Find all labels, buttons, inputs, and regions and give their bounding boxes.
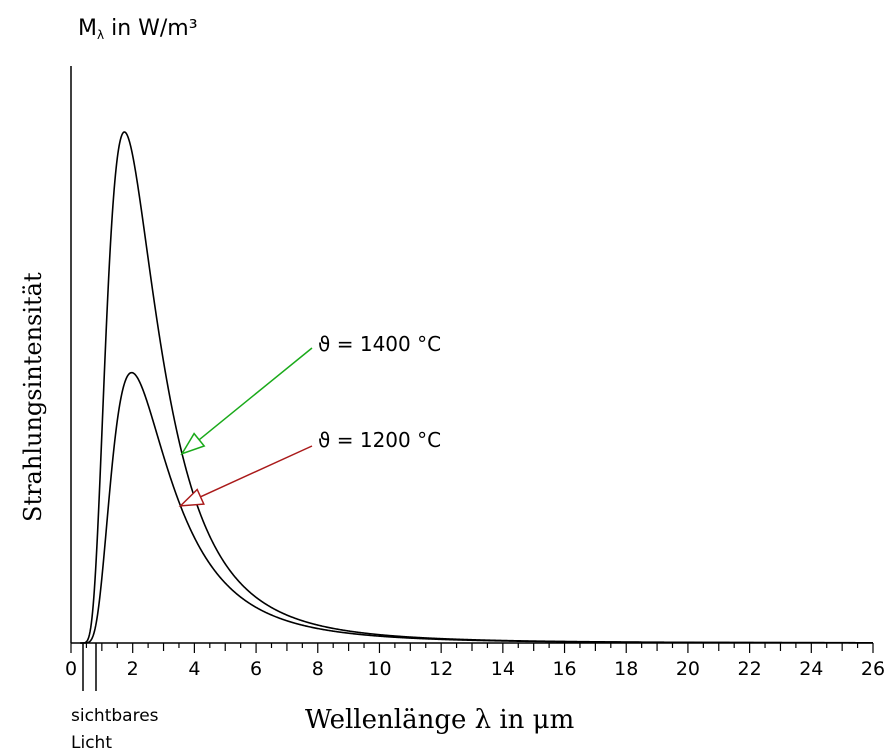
x-tick-label: 4: [188, 658, 200, 680]
annotation-arrow-shaft: [200, 445, 313, 498]
annotations: ϑ = 1400 °C ϑ = 1200 °C: [178, 332, 441, 507]
y-axis-title-top: Mλ in W/m³: [78, 16, 198, 42]
series-line: [80, 131, 873, 644]
x-tick-label: 0: [65, 658, 77, 680]
x-tick-label: 8: [312, 658, 324, 680]
annotation-arrow-head: [180, 432, 206, 456]
x-tick-label: 26: [861, 658, 885, 680]
series-label: ϑ = 1200 °C: [318, 428, 441, 452]
x-tick-label: 10: [367, 658, 391, 680]
y-axis-title-symbol: M: [78, 16, 97, 41]
y-axis-title-unit: in W/m³: [104, 16, 197, 41]
series-label: ϑ = 1400 °C: [318, 332, 441, 356]
x-tick-label: 2: [127, 658, 139, 680]
x-tick-label: 22: [738, 658, 762, 680]
y-axis-label: Strahlungsintensität: [19, 272, 47, 522]
x-tick-label: 16: [552, 658, 576, 680]
annotation-arrow-shaft: [198, 347, 313, 441]
y-axis-title-subscript: λ: [97, 28, 104, 42]
x-tick-label: 12: [429, 658, 453, 680]
annotation-arrow-head: [178, 488, 205, 507]
series-line: [80, 371, 873, 644]
visible-light-label-line2: Licht: [71, 733, 112, 751]
x-tick-label: 18: [614, 658, 638, 680]
x-tick-label: 24: [799, 658, 823, 680]
curves: [80, 131, 873, 644]
x-axis-label: Wellenlänge λ in μm: [305, 705, 574, 735]
x-tick-label: 6: [250, 658, 262, 680]
visible-light-label-line1: sichtbares: [71, 706, 159, 726]
x-tick-label: 14: [491, 658, 515, 680]
x-tick-label: 20: [676, 658, 700, 680]
x-ticks: 0 2 4 6 8 10 12 14 16 18 20 22 24 26: [65, 643, 885, 680]
